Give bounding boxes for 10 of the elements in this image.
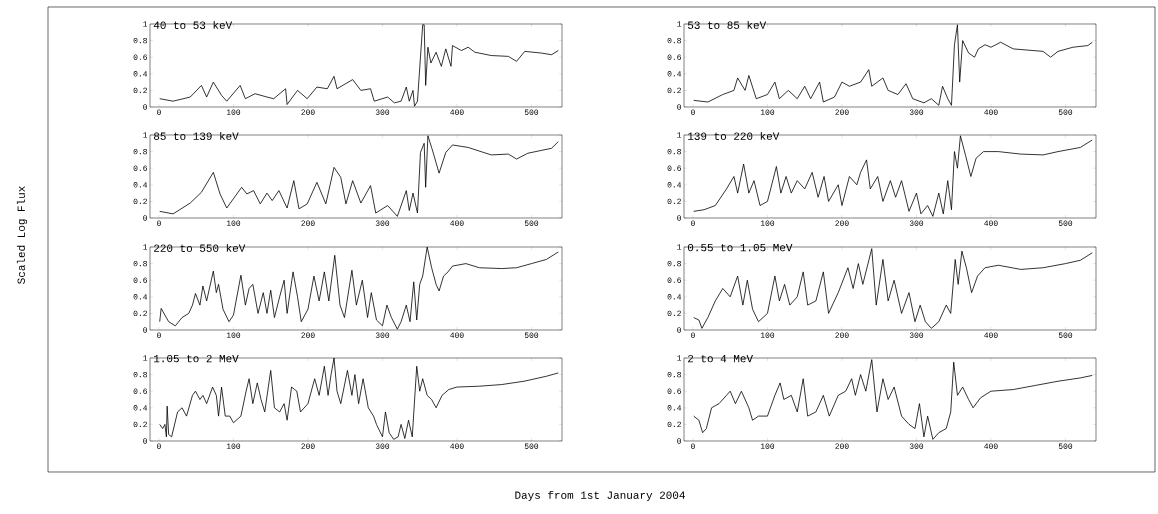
chart-title: 1.05 to 2 MeV [154,354,239,363]
x-axis-title: Days from 1st January 2004 [515,490,685,502]
chart-title: 40 to 53 keV [153,20,233,29]
chart-title: 220 to 550 keV [154,243,246,252]
chart-title: 85 to 139 keV [153,131,239,140]
chart-title: 53 to 85 keV [687,20,767,29]
text: Scaled Log Flux [16,186,28,284]
chart-title: 0.55 to 1.05 MeV [687,243,793,252]
chart-title: 139 to 220 keV [688,131,780,140]
chart-title: 2 to 4 MeV [688,354,753,363]
